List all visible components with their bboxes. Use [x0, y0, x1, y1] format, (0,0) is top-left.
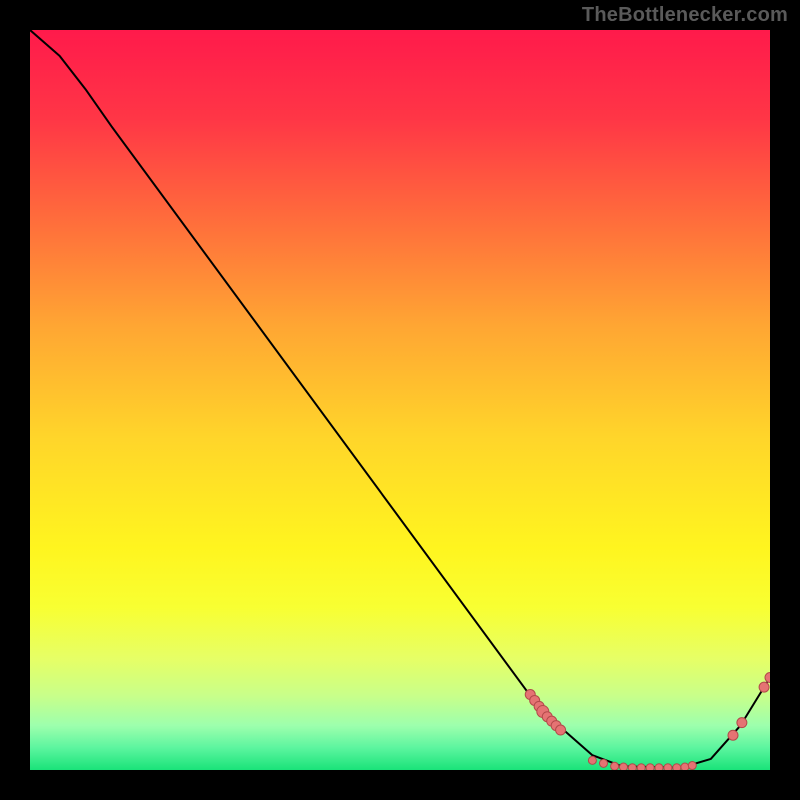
data-marker [728, 730, 738, 740]
data-marker [681, 763, 689, 771]
data-marker [556, 725, 566, 735]
data-marker [619, 763, 627, 771]
data-marker [737, 718, 747, 728]
chart-stage: TheBottlenecker.com [0, 0, 800, 800]
data-marker [588, 756, 596, 764]
data-marker [600, 759, 608, 767]
plot-gradient-background [30, 30, 770, 770]
data-marker [688, 762, 696, 770]
bottleneck-chart [0, 0, 800, 800]
data-marker [759, 682, 769, 692]
data-marker [611, 762, 619, 770]
